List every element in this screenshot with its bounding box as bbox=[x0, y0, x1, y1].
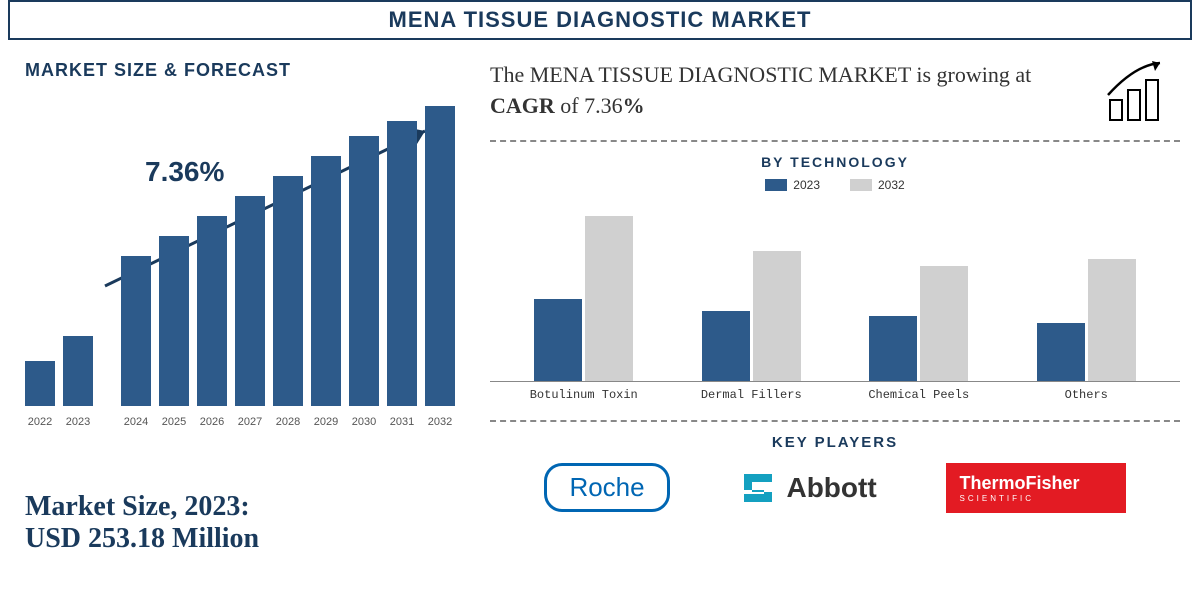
legend-label-2032: 2032 bbox=[878, 178, 905, 192]
forecast-bar: 2030 bbox=[349, 136, 379, 406]
tech-category-labels: Botulinum Toxin Dermal Fillers Chemical Pe… bbox=[490, 382, 1180, 402]
forecast-bar: 2023 bbox=[63, 336, 93, 406]
tech-category-label: Chemical Peels bbox=[859, 388, 979, 402]
tech-chart bbox=[490, 202, 1180, 382]
tech-bar-2032 bbox=[585, 216, 633, 381]
market-size-line1: Market Size, 2023: bbox=[25, 491, 465, 523]
forecast-bar-year: 2032 bbox=[428, 416, 452, 428]
tagline-bold: CAGR bbox=[490, 93, 555, 118]
divider-2 bbox=[490, 420, 1180, 422]
forecast-bar-year: 2030 bbox=[352, 416, 376, 428]
legend-swatch-2032 bbox=[850, 179, 872, 191]
tech-bar-group bbox=[1037, 259, 1136, 381]
forecast-bar: 2029 bbox=[311, 156, 341, 406]
forecast-bar-year: 2028 bbox=[276, 416, 300, 428]
growth-chart-icon bbox=[1100, 55, 1180, 125]
forecast-bar-year: 2023 bbox=[66, 416, 90, 428]
tech-bar-2032 bbox=[920, 266, 968, 381]
tagline-prefix: The MENA TISSUE DIAGNOSTIC MARKET is gro… bbox=[490, 62, 1031, 87]
legend-label-2023: 2023 bbox=[793, 178, 820, 192]
thermo-line1: ThermoFisher bbox=[960, 473, 1112, 494]
right-panel: The MENA TISSUE DIAGNOSTIC MARKET is gro… bbox=[480, 40, 1200, 600]
tech-bar-2032 bbox=[753, 251, 801, 381]
tagline-pct: % bbox=[623, 93, 645, 118]
logo-abbott: Abbott bbox=[738, 468, 876, 508]
forecast-bar-year: 2025 bbox=[162, 416, 186, 428]
divider-1 bbox=[490, 140, 1180, 142]
left-panel: MARKET SIZE & FORECAST 7.36% 20222023202… bbox=[0, 40, 480, 600]
forecast-bar-year: 2031 bbox=[390, 416, 414, 428]
main-title: MENA TISSUE DIAGNOSTIC MARKET bbox=[389, 7, 812, 33]
tech-legend: 2023 2032 bbox=[490, 178, 1180, 192]
forecast-bar-year: 2029 bbox=[314, 416, 338, 428]
tech-bar-2023 bbox=[702, 311, 750, 381]
forecast-bar: 2022 bbox=[25, 361, 55, 406]
abbott-text: Abbott bbox=[786, 472, 876, 504]
forecast-bar-year: 2026 bbox=[200, 416, 224, 428]
legend-2032: 2032 bbox=[850, 178, 905, 192]
market-size-box: Market Size, 2023: USD 253.18 Million bbox=[25, 491, 465, 555]
technology-section: BY TECHNOLOGY 2023 2032 Botulinum Toxin D… bbox=[490, 154, 1180, 402]
tech-bar-2032 bbox=[1088, 259, 1136, 381]
tech-category-label: Others bbox=[1026, 388, 1146, 402]
forecast-bar: 2028 bbox=[273, 176, 303, 406]
infographic-container: MENA TISSUE DIAGNOSTIC MARKET MARKET SIZ… bbox=[0, 0, 1200, 600]
forecast-bar: 2026 bbox=[197, 216, 227, 406]
forecast-bar: 2032 bbox=[425, 106, 455, 406]
tagline-suffix: of 7.36 bbox=[555, 93, 623, 118]
forecast-bar-year: 2024 bbox=[124, 416, 148, 428]
forecast-bars: 2022 2023 2024 2025 2026 2027 2028 2029 2030 2031… bbox=[25, 96, 465, 406]
key-players-title: KEY PLAYERS bbox=[490, 434, 1180, 451]
forecast-bar: 2025 bbox=[159, 236, 189, 406]
forecast-bar-year: 2022 bbox=[28, 416, 52, 428]
legend-2023: 2023 bbox=[765, 178, 820, 192]
title-bar: MENA TISSUE DIAGNOSTIC MARKET bbox=[8, 0, 1192, 40]
technology-title: BY TECHNOLOGY bbox=[490, 154, 1180, 170]
tech-category-label: Dermal Fillers bbox=[691, 388, 811, 402]
tech-bar-2023 bbox=[1037, 323, 1085, 381]
forecast-chart: 7.36% 2022202320242025202620272028202920… bbox=[25, 96, 465, 446]
forecast-bar: 2031 bbox=[387, 121, 417, 406]
tech-bar-group bbox=[869, 266, 968, 381]
tech-bar-2023 bbox=[534, 299, 582, 381]
logo-thermofisher: ThermoFisher SCIENTIFIC bbox=[946, 463, 1126, 513]
legend-swatch-2023 bbox=[765, 179, 787, 191]
tech-bar-group bbox=[534, 216, 633, 381]
logos-row: Roche Abbott ThermoFisher SCIENTIFIC bbox=[490, 463, 1180, 513]
main-content: MARKET SIZE & FORECAST 7.36% 20222023202… bbox=[0, 40, 1200, 600]
market-size-line2: USD 253.18 Million bbox=[25, 523, 465, 555]
forecast-bar: 2024 bbox=[121, 256, 151, 406]
thermo-line2: SCIENTIFIC bbox=[960, 494, 1112, 503]
abbott-icon bbox=[738, 468, 778, 508]
tech-bar-group bbox=[702, 251, 801, 381]
tech-category-label: Botulinum Toxin bbox=[524, 388, 644, 402]
forecast-bar-year: 2027 bbox=[238, 416, 262, 428]
forecast-title: MARKET SIZE & FORECAST bbox=[25, 60, 465, 81]
tech-bar-2023 bbox=[869, 316, 917, 381]
forecast-bar: 2027 bbox=[235, 196, 265, 406]
tagline: The MENA TISSUE DIAGNOSTIC MARKET is gro… bbox=[490, 60, 1180, 122]
logo-roche: Roche bbox=[544, 463, 669, 512]
